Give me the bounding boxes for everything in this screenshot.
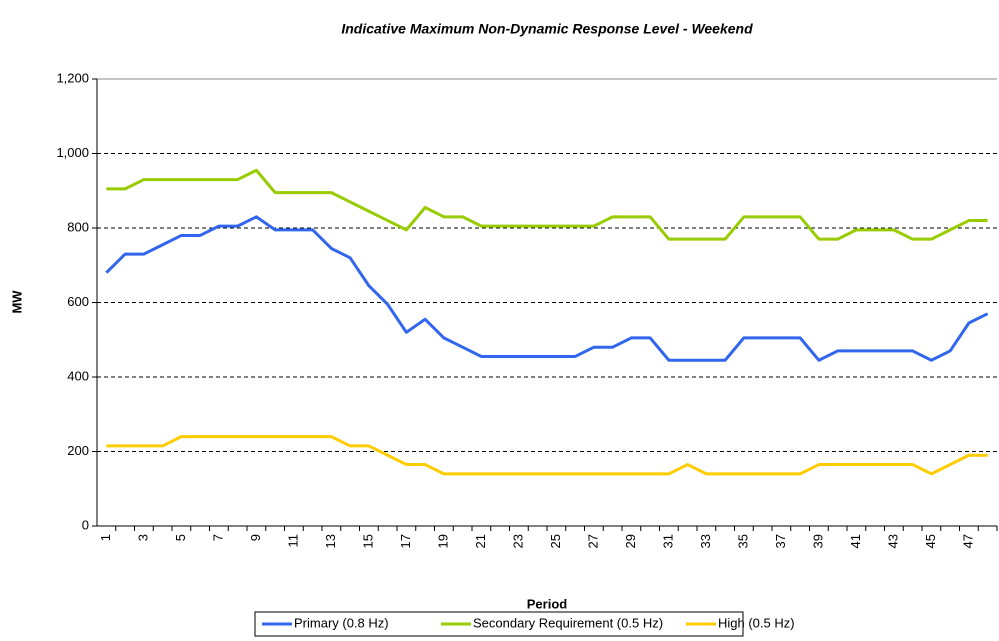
x-tick-label: 3 — [135, 534, 150, 541]
x-tick-label: 15 — [360, 534, 375, 548]
y-tick-label: 1,000 — [56, 145, 89, 160]
legend-label: High (0.5 Hz) — [718, 615, 795, 630]
x-tick-label: 45 — [923, 534, 938, 548]
y-axis-title: MW — [9, 290, 24, 314]
legend — [254, 611, 744, 637]
y-tick-label: 600 — [67, 294, 89, 309]
y-tick-label: 0 — [82, 517, 89, 532]
x-tick-label: 21 — [473, 534, 488, 548]
x-tick-label: 19 — [435, 534, 450, 548]
x-tick-label: 33 — [698, 534, 713, 548]
x-axis-title: Period — [527, 596, 568, 611]
x-tick-label: 31 — [660, 534, 675, 548]
x-tick-label: 39 — [810, 534, 825, 548]
x-tick-label: 11 — [285, 534, 300, 548]
legend-label: Secondary Requirement (0.5 Hz) — [473, 615, 663, 630]
x-tick-label: 41 — [848, 534, 863, 548]
y-tick-label: 400 — [67, 368, 89, 383]
y-tick-label: 800 — [67, 219, 89, 234]
x-tick-label: 23 — [510, 534, 525, 548]
x-tick-label: 43 — [885, 534, 900, 548]
legend-label: Primary (0.8 Hz) — [294, 615, 389, 630]
x-tick-label: 35 — [735, 534, 750, 548]
x-tick-label: 13 — [323, 534, 338, 548]
y-tick-label: 1,200 — [56, 70, 89, 85]
y-tick-label: 200 — [67, 443, 89, 458]
x-tick-label: 29 — [623, 534, 638, 548]
x-tick-label: 1 — [98, 534, 113, 541]
series-line — [106, 168, 988, 241]
x-tick-label: 25 — [548, 534, 563, 548]
series-line — [105, 215, 989, 362]
x-tick-label: 47 — [960, 534, 975, 548]
x-tick-label: 7 — [210, 534, 225, 541]
x-tick-label: 5 — [173, 534, 188, 541]
x-tick-label: 17 — [398, 534, 413, 548]
chart-title: Indicative Maximum Non-Dynamic Response … — [341, 21, 753, 37]
x-tick-label: 37 — [773, 534, 788, 548]
x-tick-label: 9 — [248, 534, 263, 541]
series-line — [106, 435, 988, 476]
x-tick-label: 27 — [585, 534, 600, 548]
